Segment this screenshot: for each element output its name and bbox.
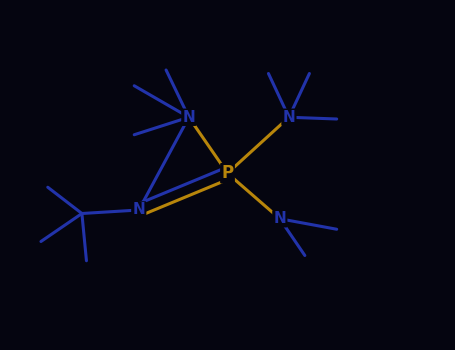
Text: N: N — [132, 203, 145, 217]
Text: P: P — [222, 164, 233, 182]
Text: N: N — [273, 211, 286, 226]
Text: N: N — [283, 110, 295, 125]
Text: N: N — [182, 110, 195, 125]
